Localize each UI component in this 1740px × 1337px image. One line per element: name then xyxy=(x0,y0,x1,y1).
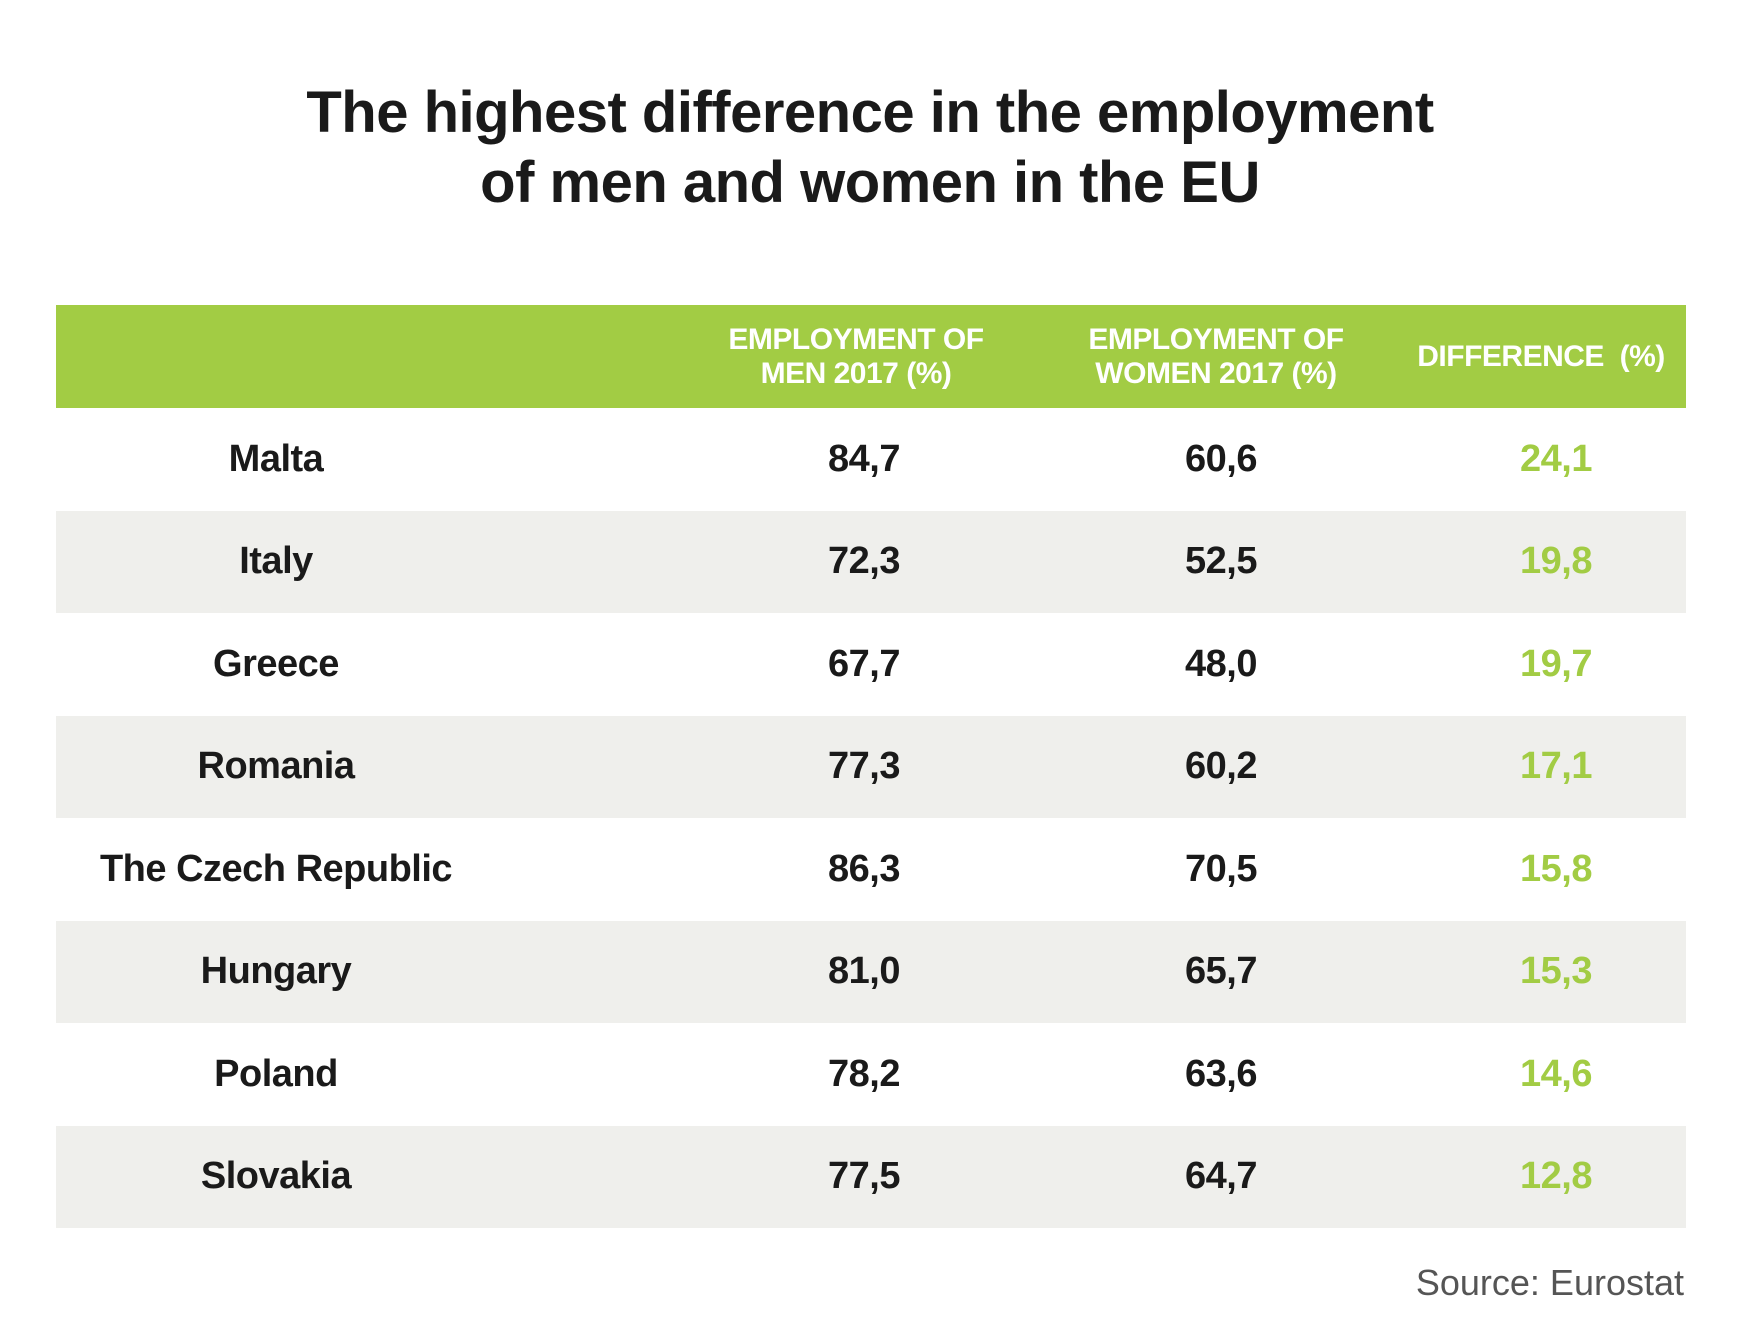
country-cell: Greece xyxy=(213,642,339,685)
table-row: Poland 78,2 63,6 14,6 xyxy=(56,1023,1686,1126)
women-value-cell: 64,7 xyxy=(1185,1155,1257,1198)
header-women: EMPLOYMENT OF WOMEN 2017 (%) xyxy=(1016,305,1416,408)
men-value-cell: 84,7 xyxy=(828,437,900,480)
country-cell: Hungary xyxy=(200,950,352,993)
men-value-cell: 86,3 xyxy=(828,847,900,890)
men-value-cell: 81,0 xyxy=(828,950,900,993)
men-value-cell: 77,5 xyxy=(828,1155,900,1198)
table-row: Greece 67,7 48,0 19,7 xyxy=(56,613,1686,716)
country-cell: Slovakia xyxy=(200,1155,352,1198)
header-men-line-1: EMPLOYMENT OF xyxy=(728,322,984,356)
men-value-cell: 67,7 xyxy=(828,642,900,685)
difference-value-cell: 15,8 xyxy=(1520,847,1592,890)
source-note: Source: Eurostat xyxy=(1415,1262,1684,1303)
header-difference-label: DIFFERENCE (%) xyxy=(1417,339,1665,373)
table-row: Malta 84,7 60,6 24,1 xyxy=(56,408,1686,511)
header-men-line-2: MEN 2017 (%) xyxy=(760,356,952,390)
women-value-cell: 60,2 xyxy=(1185,745,1257,788)
table-row: Slovakia 77,5 64,7 12,8 xyxy=(56,1125,1686,1228)
women-value-cell: 65,7 xyxy=(1185,950,1257,993)
table-row: Italy 72,3 52,5 19,8 xyxy=(56,510,1686,613)
men-value-cell: 77,3 xyxy=(828,745,900,788)
chart-title-line-2: of men and women in the EU xyxy=(480,150,1260,215)
country-cell: The Czech Republic xyxy=(99,847,453,890)
table-row: Hungary 81,0 65,7 15,3 xyxy=(56,920,1686,1023)
table-row: Romania 77,3 60,2 17,1 xyxy=(56,715,1686,818)
country-cell: Romania xyxy=(197,745,355,788)
header-men: EMPLOYMENT OF MEN 2017 (%) xyxy=(656,305,1056,408)
difference-value-cell: 24,1 xyxy=(1520,437,1592,480)
women-value-cell: 63,6 xyxy=(1185,1052,1257,1095)
men-value-cell: 72,3 xyxy=(828,540,900,583)
difference-value-cell: 12,8 xyxy=(1520,1155,1592,1198)
difference-value-cell: 14,6 xyxy=(1520,1052,1592,1095)
chart-title: The highest difference in the employment… xyxy=(0,78,1740,218)
women-value-cell: 48,0 xyxy=(1185,642,1257,685)
country-cell: Malta xyxy=(228,437,324,480)
table-row: The Czech Republic 86,3 70,5 15,8 xyxy=(56,818,1686,921)
table-body: Malta 84,7 60,6 24,1 Italy 72,3 52,5 19,8 Greece… xyxy=(56,408,1686,1228)
country-cell: Poland xyxy=(214,1052,338,1095)
header-women-line-2: WOMEN 2017 (%) xyxy=(1095,356,1337,390)
chart-title-line-1: The highest difference in the employment xyxy=(306,80,1434,145)
header-difference: DIFFERENCE (%) xyxy=(1351,305,1731,408)
men-value-cell: 78,2 xyxy=(828,1052,900,1095)
difference-value-cell: 15,3 xyxy=(1520,950,1592,993)
header-women-line-1: EMPLOYMENT OF xyxy=(1088,322,1344,356)
difference-value-cell: 19,8 xyxy=(1520,540,1592,583)
women-value-cell: 70,5 xyxy=(1185,847,1257,890)
difference-value-cell: 19,7 xyxy=(1520,642,1592,685)
women-value-cell: 60,6 xyxy=(1185,437,1257,480)
table-header: EMPLOYMENT OF MEN 2017 (%) EMPLOYMENT OF… xyxy=(56,305,1686,408)
employment-table: EMPLOYMENT OF MEN 2017 (%) EMPLOYMENT OF… xyxy=(56,305,1686,1228)
women-value-cell: 52,5 xyxy=(1185,540,1257,583)
country-cell: Italy xyxy=(239,540,313,583)
difference-value-cell: 17,1 xyxy=(1520,745,1592,788)
